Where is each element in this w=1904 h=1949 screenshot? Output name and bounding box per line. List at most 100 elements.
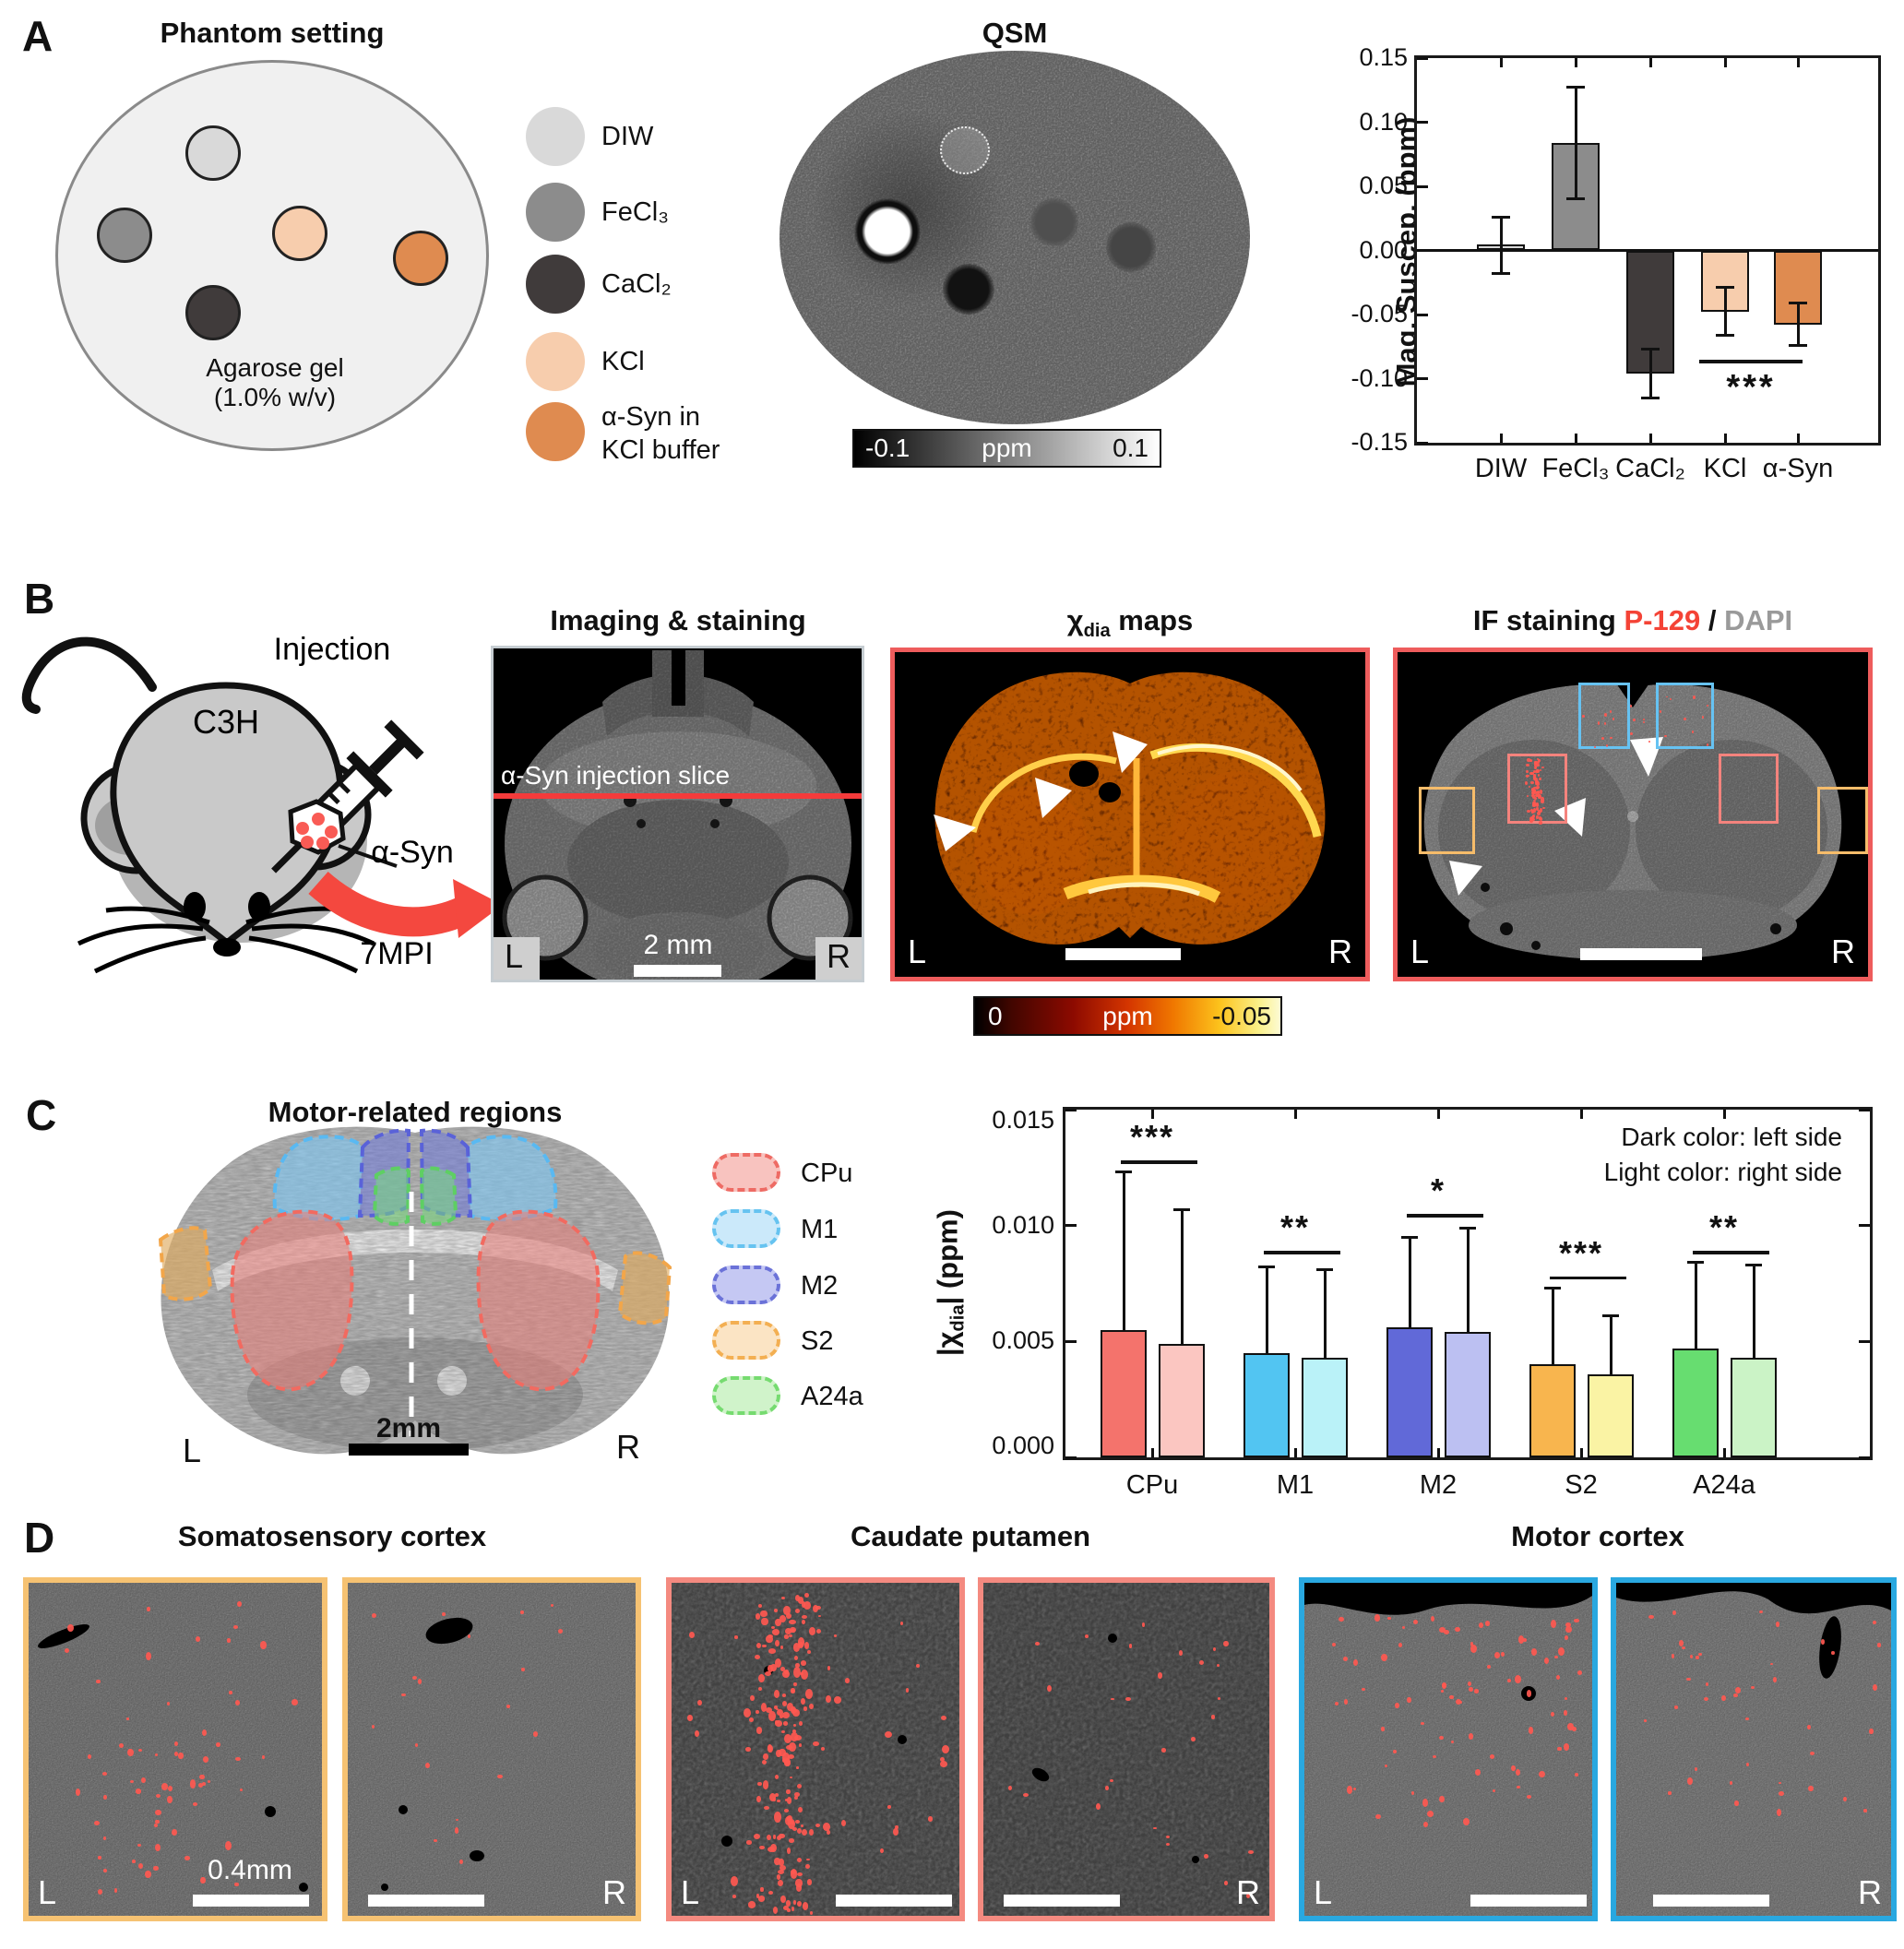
stain-dot [777,1800,781,1802]
stain-dot [1550,1619,1556,1628]
stain-dot [101,1772,108,1777]
stain-dot [798,1721,803,1726]
stain-dot [1557,1646,1565,1657]
stain-dot [1468,1733,1474,1740]
stain-dot [791,1869,797,1874]
stain-dot [760,1703,768,1712]
xdia-colorbar-min: 0 [988,1001,1003,1030]
stain-dot [174,1752,179,1756]
stain-dot [154,1753,159,1756]
stain-dot [1532,800,1536,802]
stain-dot [401,1693,406,1696]
stain-dot [1539,769,1541,772]
stain-dot [797,1597,804,1605]
motor-cortex-title: Motor cortex [1511,1520,1684,1552]
legend-label-m1: M1 [801,1215,839,1244]
sig-line [1550,1276,1626,1280]
stain-dot [940,1756,946,1762]
stain-dot [1542,806,1545,809]
stain-dot [166,1795,173,1804]
y-tick-mark [1065,1108,1077,1111]
stain-dot [817,1614,821,1618]
xdia-arrowhead-icons [934,731,1148,851]
stain-dot [1533,786,1536,790]
stain-dot [785,1613,791,1619]
stain-dot [1022,1792,1029,1798]
bar-M2-right [1445,1332,1491,1457]
stain-dot [1643,1719,1648,1722]
stain-dot [173,1741,178,1747]
y-tick-label: 0.005 [992,1326,1054,1355]
stain-dot [1535,807,1539,811]
stain-dot [1694,1766,1697,1771]
stain-dot [781,1711,790,1718]
stain-dot [1693,695,1696,699]
stain-dot [1352,1787,1356,1790]
stain-dot [1125,1696,1132,1702]
legend-swatch-fecl3 [526,183,585,242]
stain-dot [783,1634,790,1639]
stain-dot [1779,1791,1785,1797]
mri-corner-patch-right [815,937,862,980]
stain-dot [785,1900,791,1907]
stain-dot [1531,814,1534,818]
stain-dot [1683,718,1686,721]
caudate-left-image: L [666,1577,965,1921]
stain-dot [768,1792,777,1802]
tile3-left-label: L [681,1873,700,1911]
stain-dot [196,1636,201,1643]
stain-dot [1648,741,1650,743]
stain-dot [797,1901,802,1907]
stain-dot [189,1779,196,1789]
stain-dot [1872,1683,1877,1692]
stain-dot [1110,1779,1113,1783]
qsm-spot-asyn [1106,222,1156,272]
stain-dot [756,1894,760,1899]
qsm-spot-kcl [1030,198,1078,246]
stain-dot [815,1629,821,1634]
stain-dot [797,1857,803,1862]
errorbar-cap [1492,272,1510,276]
stain-dot [458,1859,463,1865]
legend-swatch-asyn [526,402,585,461]
phantom-vial-cacl2 [185,285,241,340]
stain-dot [1557,1746,1562,1752]
stain-dot [1178,1650,1184,1657]
stain-dot [1110,1697,1114,1701]
caudate-right-image: R [978,1577,1275,1921]
stain-dot [103,1794,107,1800]
stain-dot [775,1618,781,1627]
stain-dot [748,1717,754,1723]
stain-dot [1161,1748,1166,1753]
qsm-colorbar: -0.1 ppm 0.1 [852,429,1161,468]
stain-dot [768,1647,777,1654]
stain-dot [1527,809,1530,813]
x-tick-mark [1150,1448,1154,1457]
stain-dot [794,1795,799,1800]
stain-dot [1380,1727,1386,1731]
if-box-motor-left [1578,683,1630,749]
x-tick-mark [1574,434,1577,443]
stain-dot [1779,1782,1782,1785]
stain-dot [745,1840,752,1845]
stain-dot [1734,1800,1739,1806]
stain-dot [767,1834,772,1841]
stain-dot [1701,715,1705,719]
stain-dot [774,1658,782,1669]
injection-label: Injection [274,632,391,667]
tile2-right-label: R [602,1873,626,1911]
stain-dot [774,1720,782,1727]
stain-dot [1427,1810,1434,1817]
stain-dot [732,1894,737,1898]
y-tick-mark [1065,1339,1077,1343]
stain-dot [153,1823,159,1827]
stain-dot [808,1829,814,1836]
stain-dot [1535,802,1540,808]
stain-dot [200,1876,206,1884]
asyn-label: α-Syn [371,835,454,870]
errorbar-stem [1609,1315,1612,1374]
stain-dot [1574,1772,1579,1777]
stain-dot [770,1664,777,1671]
legend-label-s2: S2 [801,1326,834,1356]
errorbar-cap [1687,1261,1704,1265]
